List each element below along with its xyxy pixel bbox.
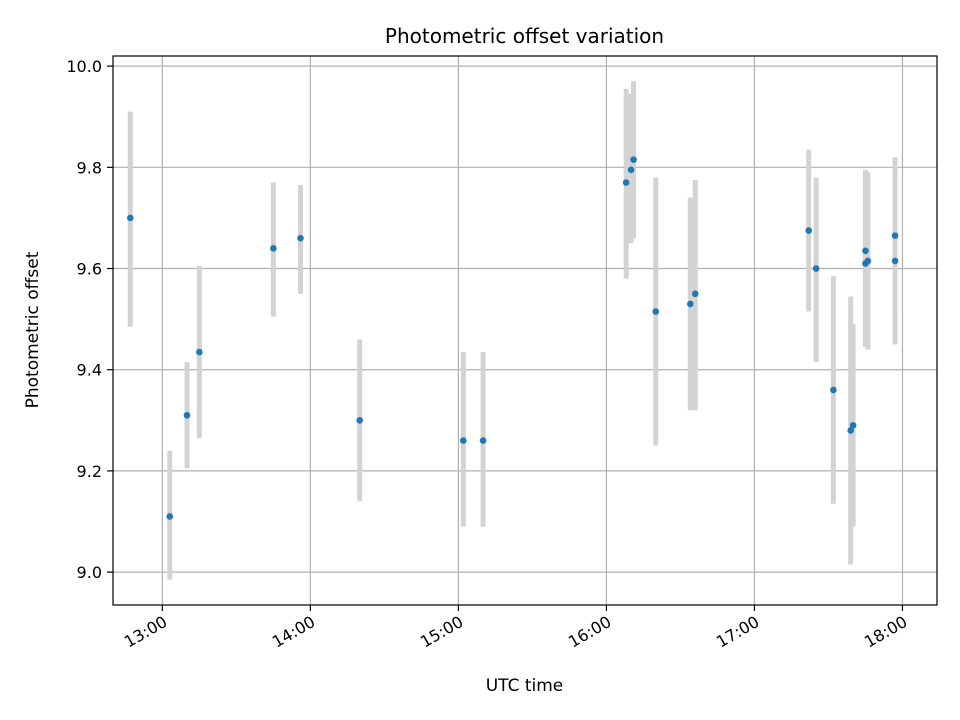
data-point	[864, 257, 872, 265]
data-point	[166, 513, 174, 520]
x-axis-ticks: 13:00 14:00 15:00 16:00 17:00 18:00	[121, 605, 910, 652]
data-point	[686, 300, 694, 308]
data-point	[630, 156, 637, 164]
data-point	[622, 179, 630, 186]
grid	[113, 56, 937, 605]
x-tick-label: 18:00	[861, 612, 910, 652]
data-point	[126, 214, 134, 222]
data-point	[479, 437, 487, 444]
data-point	[652, 308, 660, 315]
y-tick-label: 9.2	[77, 462, 102, 481]
y-tick-label: 9.4	[77, 361, 102, 380]
x-tick-label: 17:00	[713, 612, 762, 652]
y-axis-label: Photometric offset	[23, 251, 43, 408]
x-tick-label: 14:00	[269, 612, 318, 652]
y-tick-label: 10.0	[66, 57, 102, 76]
y-axis-ticks: 9.0 9.2 9.4 9.6 9.8 10.0	[66, 57, 113, 582]
error-bars	[127, 81, 898, 580]
data-point	[627, 166, 635, 174]
y-tick-label: 9.6	[77, 260, 102, 279]
y-tick-label: 9.8	[77, 158, 102, 177]
data-points	[126, 156, 899, 520]
x-tick-label: 16:00	[565, 612, 614, 652]
y-tick-label: 9.0	[77, 563, 102, 582]
chart-title: Photometric offset variation	[385, 24, 664, 48]
data-point	[297, 234, 304, 242]
x-axis-label: UTC time	[486, 676, 564, 696]
x-tick-label: 13:00	[121, 612, 170, 652]
data-point	[196, 348, 203, 356]
data-point	[460, 437, 467, 444]
data-point	[270, 244, 277, 252]
data-point	[183, 411, 191, 419]
data-point	[891, 257, 899, 265]
data-point	[812, 265, 820, 272]
data-point	[847, 427, 854, 434]
data-point	[830, 386, 837, 394]
data-point	[891, 232, 899, 239]
data-point	[805, 227, 813, 234]
plot-frame	[112, 55, 938, 606]
data-point	[691, 290, 699, 298]
data-point	[862, 247, 869, 255]
data-point	[849, 422, 857, 429]
x-tick-label: 15:00	[417, 612, 466, 652]
data-point	[356, 417, 364, 424]
